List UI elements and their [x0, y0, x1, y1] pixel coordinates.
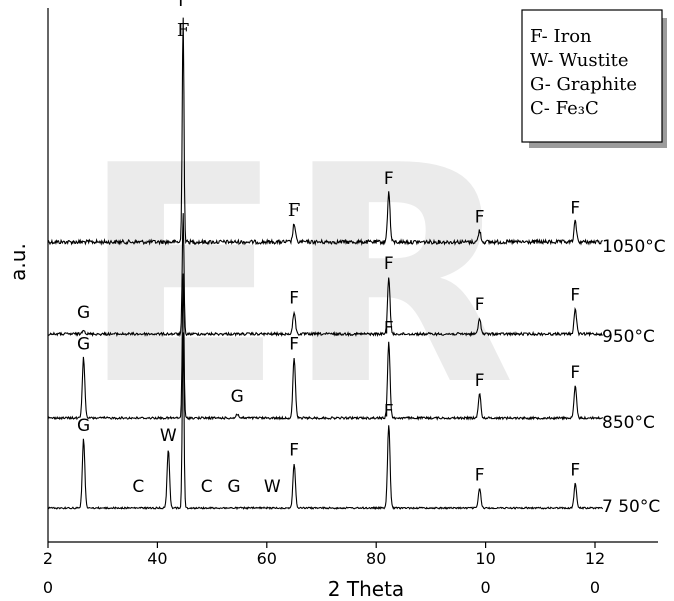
x-tick-label: 10 — [475, 549, 495, 568]
peak-label: F — [570, 286, 580, 306]
peak-label: G — [77, 335, 90, 355]
x-tick-label: 2 — [43, 549, 53, 568]
peak-label-main: F — [177, 20, 190, 41]
peak-label: F — [289, 335, 299, 355]
legend-entry: C- Fe₃C — [530, 98, 599, 119]
peak-label: F — [570, 460, 580, 480]
peak-label: C — [132, 477, 144, 497]
x-tick-label: 12 — [585, 549, 605, 568]
peak-label: C — [201, 477, 213, 497]
peak-label: F — [289, 441, 299, 461]
series-line-0 — [47, 17, 603, 246]
x-tick-label-line2: 0 — [590, 578, 600, 597]
peak-label: F — [384, 319, 394, 339]
peak-label: F — [475, 371, 485, 391]
x-tick-label-line2: 0 — [43, 578, 53, 597]
x-tick-label-line2: 0 — [481, 578, 491, 597]
series-name-label: 1050°C — [602, 237, 666, 257]
peak-label: G — [77, 416, 90, 436]
legend-box — [521, 9, 663, 143]
peak-label: F — [570, 198, 580, 218]
peak-label: F — [288, 200, 301, 221]
peak-label: G — [231, 387, 244, 407]
peak-label: F — [384, 401, 394, 421]
peak-label: F — [178, 0, 188, 11]
peak-label: F — [384, 169, 394, 189]
peak-label: F — [475, 208, 485, 228]
series-name-label: 850°C — [602, 413, 655, 433]
peak-label: G — [227, 477, 240, 497]
x-axis-label: 2 Theta — [328, 577, 404, 601]
peak-label: F — [289, 289, 299, 309]
legend-entry: W- Wustite — [530, 50, 628, 71]
series-layer — [47, 17, 604, 511]
legend: F- Iron W- Wustite G- Graphite C- Fe₃C — [521, 9, 667, 148]
peak-label: G — [77, 303, 90, 323]
series-line-3 — [48, 332, 604, 511]
series-line-2 — [47, 273, 604, 421]
series-name-label: 7 50°C — [602, 497, 660, 517]
x-tick-label: 40 — [147, 549, 167, 568]
legend-entry: G- Graphite — [530, 74, 637, 95]
x-tick-label: 80 — [366, 549, 386, 568]
peak-label: F — [475, 465, 485, 485]
watermark: ER — [80, 102, 516, 451]
x-tick-label: 60 — [257, 549, 277, 568]
legend-entry: F- Iron — [530, 26, 592, 47]
y-axis-label: a.u. — [6, 243, 30, 281]
peak-label: F — [475, 295, 485, 315]
peak-label: W — [264, 477, 281, 497]
peak-label: F — [384, 254, 394, 274]
peak-label: W — [160, 426, 177, 446]
series-line-1 — [47, 213, 603, 338]
series-name-label: 950°C — [602, 327, 655, 347]
peak-label: F — [570, 363, 580, 383]
